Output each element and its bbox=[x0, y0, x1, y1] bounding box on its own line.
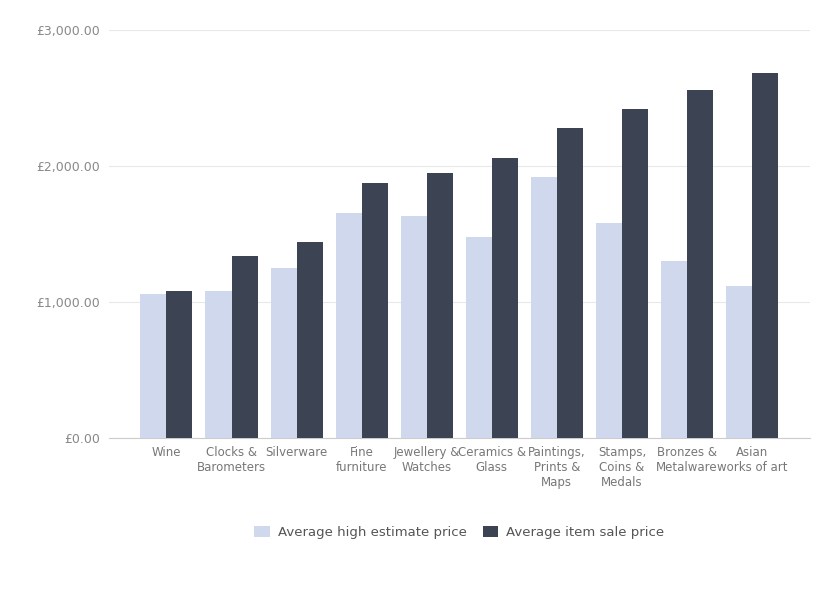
Bar bbox=[205, 291, 231, 438]
Bar bbox=[492, 157, 518, 438]
Bar bbox=[271, 268, 296, 438]
Bar bbox=[401, 216, 427, 438]
Bar bbox=[166, 291, 193, 438]
Bar bbox=[726, 285, 752, 438]
Bar bbox=[687, 89, 713, 438]
Bar bbox=[557, 128, 583, 438]
Bar bbox=[466, 237, 492, 438]
Bar bbox=[336, 214, 362, 438]
Bar bbox=[661, 261, 687, 438]
Bar bbox=[296, 242, 322, 438]
Bar bbox=[622, 108, 648, 438]
Bar bbox=[362, 184, 387, 438]
Bar bbox=[752, 73, 778, 438]
Bar bbox=[427, 173, 453, 438]
Bar bbox=[140, 294, 166, 438]
Bar bbox=[531, 176, 557, 438]
Bar bbox=[231, 256, 257, 438]
Bar bbox=[596, 223, 622, 438]
Legend: Average high estimate price, Average item sale price: Average high estimate price, Average ite… bbox=[247, 520, 671, 546]
